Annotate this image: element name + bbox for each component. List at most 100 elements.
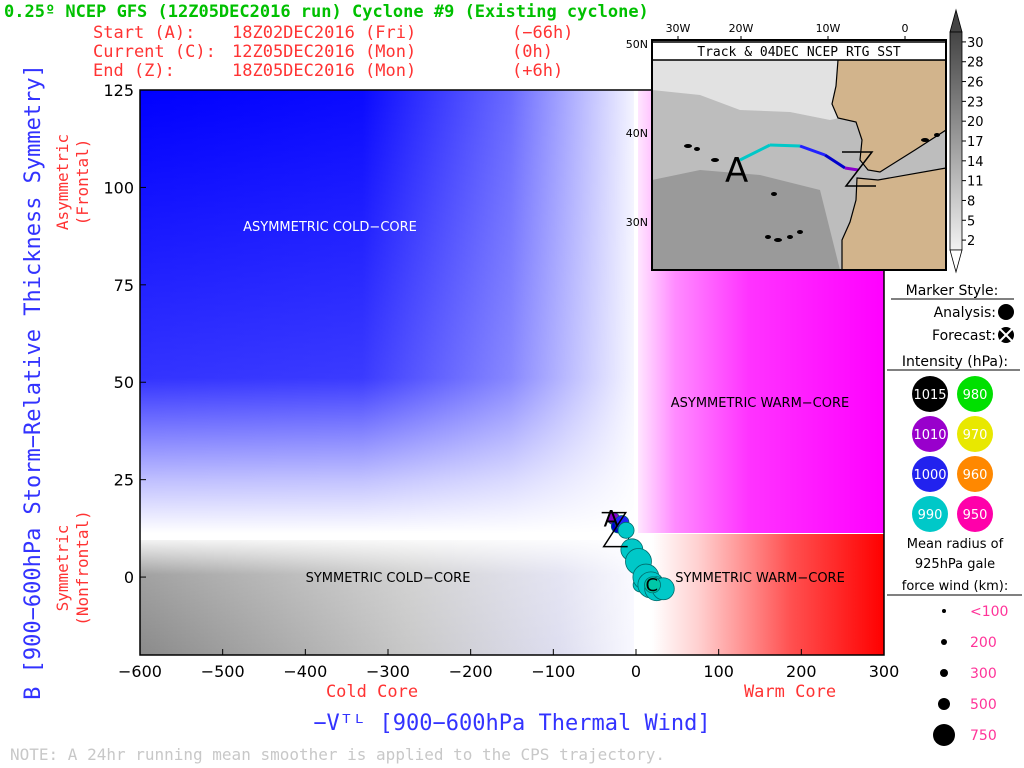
quadrant-sym-warm — [652, 534, 884, 655]
legend-radius-items: <100 200 300 500 750 — [933, 604, 1008, 746]
y-axis: 0 25 50 75 100 125 — [103, 81, 146, 587]
label-asym-warm: ASYMMETRIC WARM−CORE — [671, 396, 849, 411]
intensity-swatch — [912, 376, 948, 412]
map-islands — [684, 133, 940, 242]
colorbar-tick-label: 14 — [967, 155, 984, 170]
colorbar-tick-label: 23 — [967, 95, 984, 110]
colorbar-top-arrow — [949, 8, 963, 33]
end-offset: (+6h) — [512, 61, 563, 81]
inset-map: A Track & 04DEC NCEP RTG SST 30W 20W 10W 0 5… — [626, 8, 984, 274]
intensity-swatch — [912, 456, 948, 492]
x-tick-label: 200 — [786, 662, 817, 681]
map-ocean-warm — [652, 170, 840, 270]
end-label: End (Z): — [93, 61, 175, 81]
legend-marker-style: Marker Style: — [906, 283, 999, 299]
intensity-label: 960 — [963, 468, 988, 483]
map-lon-label: 0 — [902, 22, 909, 35]
radius-label: 300 — [970, 666, 997, 682]
map-track-segment — [844, 166, 859, 172]
map-lat-label: 40N — [626, 127, 648, 140]
colorbar-tick-label: 17 — [967, 135, 984, 150]
legend-intensity: Intensity (hPa): — [902, 354, 1008, 370]
intensity-swatch — [957, 376, 993, 412]
colorbar-tick-label: 28 — [967, 56, 984, 71]
map-track-segment — [799, 144, 826, 157]
cps-trajectory: AC — [601, 508, 675, 602]
trajectory-current-marker: C — [646, 575, 659, 596]
y-tick-label: 125 — [103, 81, 134, 100]
map-lon-label: 30W — [666, 22, 691, 35]
intensity-swatch — [957, 496, 993, 532]
y-tick-label: 100 — [103, 178, 134, 197]
x-tick-label: 300 — [869, 662, 900, 681]
map-ticks: 30W 20W 10W 0 50N 40N 30N — [626, 22, 909, 229]
quadrant-sym-cold-fade — [140, 540, 634, 655]
colorbar-tick-label: 2 — [967, 234, 975, 249]
y-side-top-1: Asymmetric — [53, 134, 72, 230]
map-lon-label: 20W — [729, 22, 754, 35]
x-axis-title: −Vᵀᴸ [900−600hPa Thermal Wind] — [313, 711, 710, 736]
x-tick-label: 0 — [631, 662, 641, 681]
current-offset: (0h) — [512, 42, 553, 62]
x-side-left: Cold Core — [326, 682, 418, 702]
colorbar-tick-label: 26 — [967, 76, 984, 91]
legend-forecast: Forecast: — [932, 328, 996, 344]
map-track-segment — [824, 153, 846, 170]
label-asym-cold: ASYMMETRIC COLD−CORE — [243, 220, 417, 235]
x-tick-label: −300 — [366, 662, 410, 681]
radius-swatch — [940, 669, 948, 677]
x-tick-label: −500 — [201, 662, 245, 681]
legend-analysis: Analysis: — [934, 305, 996, 321]
map-end-marker — [842, 151, 876, 187]
legend-forecast-marker — [998, 327, 1014, 343]
start-label: Start (A): — [93, 23, 195, 43]
colorbar — [949, 31, 963, 251]
map-title: Track & 04DEC NCEP RTG SST — [697, 45, 901, 60]
start-value: 18Z02DEC2016 (Fri) — [232, 23, 416, 43]
legend-intensity-items: 1015 980 1010 970 1000 960 990 950 — [912, 376, 993, 532]
trajectory-end-marker — [601, 511, 628, 548]
trajectory-point — [617, 521, 635, 539]
legend-radius-title: force wind (km): — [902, 579, 1008, 594]
trajectory-point — [644, 576, 661, 594]
current-value: 12Z05DEC2016 (Mon) — [232, 42, 416, 62]
intensity-swatch — [912, 416, 948, 452]
legend-analysis-marker — [998, 304, 1014, 320]
y-tick-label: 0 — [124, 568, 134, 587]
map-track-segment — [739, 143, 771, 162]
colorbar-ticks: 30 28 26 23 20 17 14 11 8 5 2 — [962, 36, 984, 249]
map-lat-label: 50N — [626, 38, 648, 51]
y-side-top-2: (Frontal) — [73, 139, 92, 226]
x-side-right: Warm Core — [744, 682, 836, 702]
y-axis-title: B [900−600hPa Storm−Relative Thickness S… — [21, 64, 46, 700]
end-value: 18Z05DEC2016 (Mon) — [232, 61, 416, 81]
x-tick-label: 100 — [703, 662, 734, 681]
intensity-label: 990 — [918, 508, 943, 523]
y-tick-label: 75 — [114, 276, 134, 295]
x-tick-label: −100 — [531, 662, 575, 681]
y-tick-label: 50 — [114, 373, 134, 392]
x-tick-label: −400 — [283, 662, 327, 681]
legend: Marker Style: Analysis: Forecast: Intens… — [887, 283, 1022, 746]
x-axis: −600 −500 −400 −300 −200 −100 0 100 200 300 — [118, 649, 899, 681]
intensity-label: 980 — [963, 388, 988, 403]
y-side-bottom-2: (Nonfrontal) — [73, 510, 92, 626]
intensity-swatch — [957, 416, 993, 452]
colorbar-tick-label: 11 — [967, 175, 984, 190]
map-start-marker: A — [725, 151, 748, 191]
radius-swatch — [933, 724, 955, 746]
radius-label: <100 — [970, 604, 1008, 620]
colorbar-tick-label: 5 — [967, 214, 975, 229]
radius-label: 200 — [970, 635, 997, 651]
colorbar-bottom-arrow — [949, 249, 963, 274]
map-lat-label: 30N — [626, 216, 648, 229]
intensity-swatch — [912, 496, 948, 532]
colorbar-tick-label: 20 — [967, 115, 984, 130]
x-tick-label: −600 — [118, 662, 162, 681]
map-frame — [651, 39, 947, 271]
label-sym-warm: SYMMETRIC WARM−CORE — [675, 571, 845, 586]
intensity-swatch — [957, 456, 993, 492]
intensity-label: 970 — [963, 428, 988, 443]
intensity-label: 950 — [963, 508, 988, 523]
